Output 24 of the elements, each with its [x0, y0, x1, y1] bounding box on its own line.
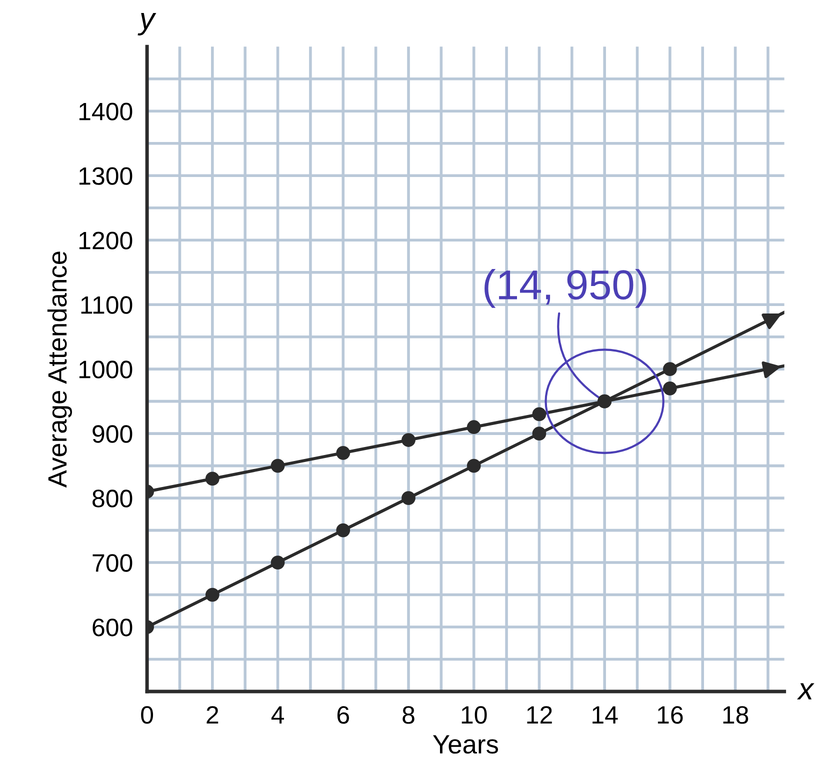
y-tick-label: 1000 [79, 360, 132, 378]
x-tick-label: 4 [271, 706, 284, 724]
text: y [138, 13, 156, 36]
x-tick-label: 2 [206, 706, 218, 724]
x-tick-label: 8 [402, 706, 414, 724]
x-tick-label: 12 [527, 706, 552, 724]
y-tick-label: 600 [92, 618, 132, 636]
y-tick-label: 700 [92, 554, 132, 572]
x-tick-label: 6 [337, 706, 349, 724]
text: x [796, 683, 814, 700]
y-tick-label: 1100 [81, 296, 132, 314]
annotation: (14, 950) [484, 269, 646, 308]
x-tick-label: 16 [658, 706, 683, 724]
y-tick-label: 1200 [79, 232, 132, 250]
y-tick-label: 1400 [79, 102, 132, 120]
x-axis-title: Years [433, 735, 498, 754]
y-tick-label: 800 [92, 490, 132, 508]
x-tick-label: 0 [141, 706, 154, 724]
x-tick-label: 10 [462, 706, 487, 724]
x-tick-label: 14 [592, 706, 618, 724]
x-tick-label: 18 [723, 706, 748, 724]
y-tick-label: 1300 [79, 167, 132, 185]
y-axis-title: Average Attendance [47, 252, 72, 488]
y-tick-label: 900 [92, 425, 132, 443]
